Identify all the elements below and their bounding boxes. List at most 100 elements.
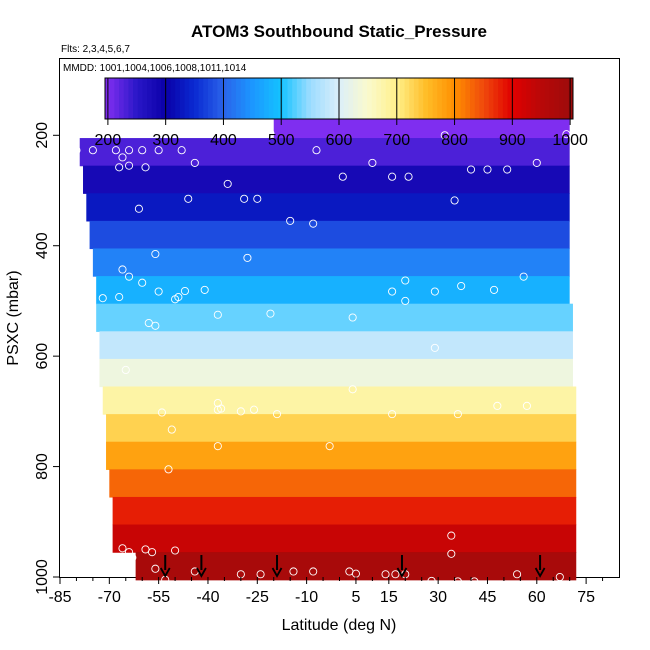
heatmap-bin (112, 496, 577, 526)
colorbar-segment (259, 78, 265, 119)
observation-marker (430, 287, 439, 296)
colorbar-segment (516, 78, 523, 119)
colorbar-segment (423, 78, 429, 119)
colorbar-segment (381, 78, 387, 119)
colorbar-segment (399, 78, 406, 119)
colorbar-segment (226, 78, 232, 119)
x-tick-label: -85 (48, 589, 71, 606)
colorbar-segment (385, 78, 391, 119)
observation-marker (450, 196, 459, 205)
colorbar-segment (273, 78, 279, 119)
observation-marker (111, 146, 120, 155)
observation-marker (289, 567, 298, 576)
colorbar-segment (198, 78, 204, 119)
observation-marker (154, 287, 163, 296)
colorbar-segment (390, 78, 396, 119)
observation-marker (272, 410, 282, 419)
colorbar-tick-label: 600 (326, 132, 353, 149)
observation-marker (253, 194, 262, 203)
colorbar-segment (418, 78, 424, 119)
observation-marker (167, 425, 176, 434)
colorbar-segment (306, 78, 312, 119)
y-tick-label: 200 (34, 122, 51, 149)
colorbar-segment (170, 78, 176, 119)
heatmap-bin (99, 358, 573, 388)
colorbar-segment (250, 78, 256, 119)
colorbar-segment (535, 78, 541, 119)
observation-marker (213, 310, 222, 319)
colorbar-segment (502, 78, 508, 119)
observation-marker (128, 553, 137, 562)
observation-marker (325, 442, 334, 451)
flight-arrow (396, 555, 408, 578)
x-tick-label: 5 (351, 589, 360, 606)
colorbar-segment (207, 78, 214, 119)
colorbar-segment (151, 78, 157, 119)
colorbar-segment (339, 78, 345, 119)
observation-marker (148, 548, 157, 557)
observation-marker (213, 442, 222, 451)
x-tick-label: 45 (479, 589, 497, 606)
observation-marker (125, 272, 134, 281)
observation-marker (427, 576, 436, 585)
observation-marker (171, 546, 180, 555)
observation-marker (88, 146, 97, 155)
colorbar-segment (147, 78, 153, 119)
x-tick-label: 30 (429, 589, 447, 606)
observation-marker (453, 577, 462, 586)
y-tick-label: 800 (34, 453, 51, 480)
observation-marker (118, 265, 127, 274)
observation-marker (562, 130, 571, 139)
observation-marker (177, 146, 186, 155)
observation-marker (240, 194, 249, 203)
colorbar-segment (451, 78, 457, 119)
heatmap-bin (106, 441, 577, 470)
observation-marker (401, 276, 410, 285)
observation-marker (174, 293, 183, 302)
colorbar: 200 300 400 500 600 700 800 900 1000 (95, 77, 588, 149)
colorbar-segment (193, 78, 200, 119)
colorbar-segment (240, 78, 246, 119)
x-tick-label: 60 (528, 589, 546, 606)
observation-marker (151, 564, 160, 573)
observation-marker (223, 179, 232, 188)
observation-marker (72, 146, 81, 155)
colorbar-segment (437, 78, 443, 119)
y-tick-label: 400 (34, 232, 51, 259)
colorbar-segment (376, 78, 382, 119)
observation-marker (470, 577, 479, 586)
observation-marker (125, 161, 134, 170)
colorbar-segment (189, 78, 195, 119)
observation-marker (134, 204, 143, 213)
colorbar-tick-label: 900 (499, 132, 526, 149)
colorbar-segment (128, 78, 134, 119)
heatmap-bin (106, 414, 577, 443)
observation-marker (184, 194, 193, 203)
observation-marker (213, 405, 222, 414)
heatmap-bin (92, 248, 570, 277)
colorbar-segment (507, 78, 513, 119)
observation-marker (151, 249, 160, 259)
flight-arrows (159, 555, 546, 578)
observation-marker (151, 321, 160, 330)
observation-marker (138, 278, 147, 287)
observation-marker (115, 293, 124, 302)
heatmap-bin (135, 552, 577, 581)
observation-marker (555, 572, 564, 582)
colorbar-segment (175, 78, 181, 119)
colorbar-tick-label: 500 (268, 132, 295, 149)
observation-marker (115, 163, 124, 172)
observation-marker (180, 286, 190, 296)
y-tick-label: 600 (34, 343, 51, 370)
observation-marker (522, 401, 531, 410)
colorbar-segment (254, 78, 260, 119)
x-tick-label: -70 (98, 589, 121, 606)
colorbar-segment (296, 78, 303, 119)
heatmap-bin (89, 220, 570, 250)
heatmap-bin (83, 165, 570, 194)
colorbar-segment (362, 78, 368, 119)
colorbar-segment (404, 78, 410, 119)
observation-marker (141, 163, 150, 172)
observation-marker (309, 219, 318, 228)
